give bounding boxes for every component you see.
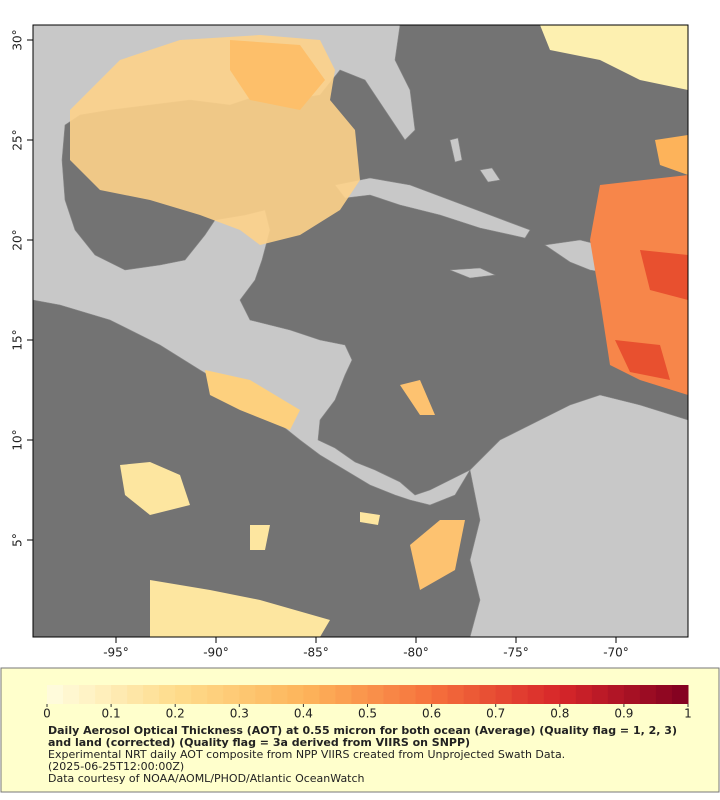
colorbar-tick-label: 1	[684, 707, 692, 721]
colorbar-swatch	[95, 685, 112, 704]
aerosol-patch	[655, 135, 688, 175]
colorbar-tick-label: 0.3	[230, 707, 249, 721]
colorbar-tick-label: 0.9	[614, 707, 633, 721]
colorbar-swatch	[143, 685, 160, 704]
colorbar-swatch	[607, 685, 625, 704]
y-tick-label: 20°	[11, 229, 25, 250]
colorbar-swatch	[63, 685, 80, 704]
x-tick-label: -75°	[503, 646, 529, 660]
colorbar-swatch	[319, 685, 336, 704]
colorbar-swatch	[623, 685, 641, 704]
y-tick-label: 5°	[11, 533, 25, 547]
colorbar-swatch	[79, 685, 96, 704]
aerosol-field	[70, 25, 688, 637]
caption-line: Data courtesy of NOAA/AOML/PHOD/Atlantic…	[48, 772, 365, 785]
colorbar-swatch	[223, 685, 240, 704]
colorbar-swatch	[127, 685, 144, 704]
y-tick-label: 25°	[11, 129, 25, 150]
colorbar-swatch	[303, 685, 320, 704]
aerosol-patch	[150, 580, 330, 637]
colorbar-swatch	[575, 685, 593, 704]
aerosol-patch	[230, 40, 325, 110]
colorbar-swatch	[527, 685, 545, 704]
colorbar-swatch	[159, 685, 176, 704]
colorbar-swatch	[559, 685, 577, 704]
colorbar-swatch	[383, 685, 401, 704]
colorbar-swatch	[415, 685, 433, 704]
colorbar-tick-label: 0.6	[422, 707, 441, 721]
colorbar-swatch	[543, 685, 561, 704]
colorbar-tick-label: 0.4	[294, 707, 313, 721]
x-tick-label: -70°	[603, 646, 629, 660]
x-tick-label: -85°	[303, 646, 329, 660]
colorbar-swatch	[351, 685, 368, 704]
x-tick-label: -90°	[203, 646, 229, 660]
caption-line: (2025-06-25T12:00:00Z)	[48, 760, 185, 773]
colorbar-tick-label: 0	[43, 707, 51, 721]
colorbar-tick-label: 0.2	[166, 707, 185, 721]
colorbar-swatch	[287, 685, 304, 704]
caption: Daily Aerosol Optical Thickness (AOT) at…	[48, 725, 678, 785]
aerosol-patch	[540, 25, 688, 90]
x-tick-label: -95°	[103, 646, 129, 660]
colorbar-swatch	[47, 685, 64, 704]
colorbar-swatch	[239, 685, 256, 704]
aerosol-patch	[615, 250, 688, 380]
colorbar-tick-label: 0.7	[486, 707, 505, 721]
colorbar-swatch	[399, 685, 417, 704]
aerosol-patch	[590, 175, 688, 395]
aerosol-patch	[400, 380, 465, 590]
jamaica	[449, 267, 497, 279]
aerosol-patch	[205, 370, 300, 430]
colorbar-swatch	[191, 685, 208, 704]
colorbar-swatch	[495, 685, 513, 704]
colorbar-swatch	[479, 685, 497, 704]
map-frame	[32, 24, 689, 638]
colorbar-swatch	[335, 685, 352, 704]
colorbar-swatch	[431, 685, 449, 704]
colorbar-tick-label: 0.5	[358, 707, 377, 721]
colorbar-swatch	[367, 685, 385, 704]
colorbar-swatch	[447, 685, 465, 704]
colorbar-tick-label: 0.8	[550, 707, 569, 721]
caption-line: Experimental NRT daily AOT composite fro…	[48, 748, 566, 761]
colorbar-tick-label: 0.1	[102, 707, 121, 721]
y-tick-label: 10°	[11, 429, 25, 450]
colorbar-swatch	[271, 685, 288, 704]
colorbar-swatch	[207, 685, 224, 704]
cuba	[334, 177, 531, 239]
x-tick-label: -80°	[403, 646, 429, 660]
colorbar-swatch	[255, 685, 272, 704]
colorbar-swatch	[591, 685, 609, 704]
bahamas	[449, 137, 501, 183]
aerosol-patch	[120, 462, 380, 550]
colorbar-swatch	[463, 685, 481, 704]
colorbar-swatch	[175, 685, 192, 704]
colorbar-swatch	[655, 685, 673, 704]
colorbar-swatch	[511, 685, 529, 704]
colorbar-swatch	[671, 685, 689, 704]
caption-title: Daily Aerosol Optical Thickness (AOT) at…	[48, 724, 677, 749]
y-tick-label: 15°	[11, 329, 25, 350]
colorbar-swatch	[639, 685, 657, 704]
colorbar-swatch	[111, 685, 128, 704]
y-tick-label: 30°	[11, 29, 25, 50]
